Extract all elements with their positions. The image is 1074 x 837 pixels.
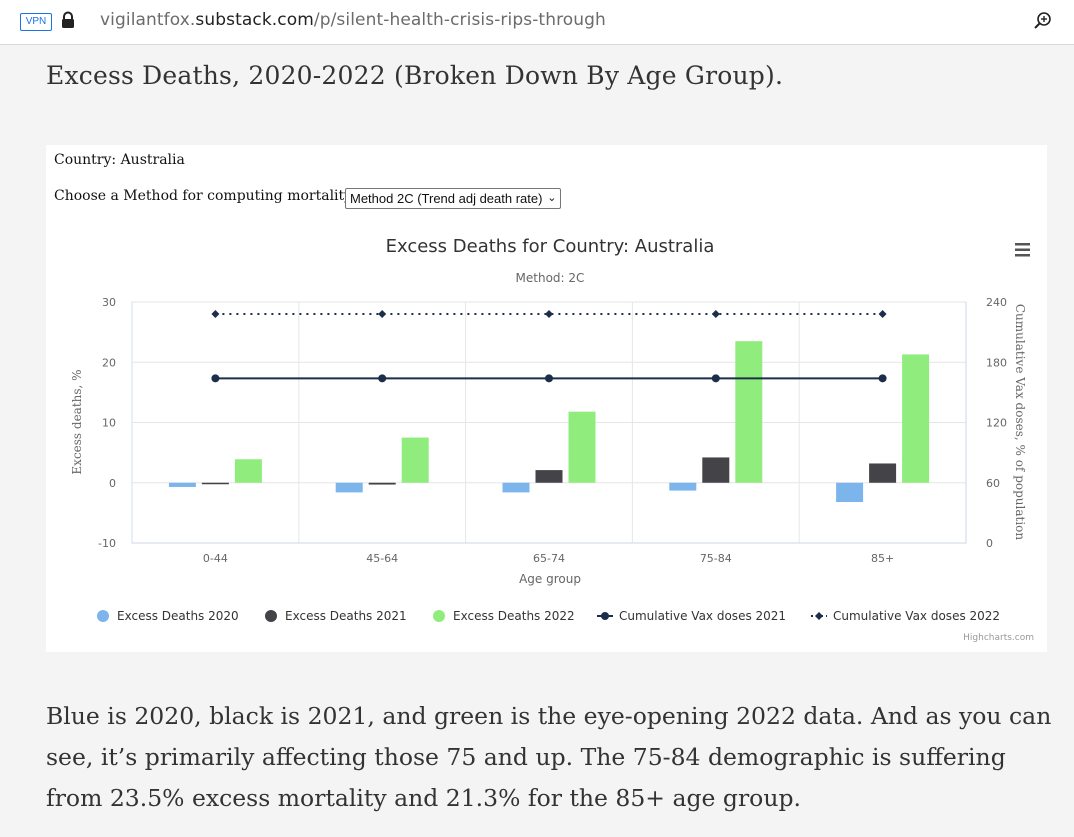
y-tick-label: 0 — [109, 477, 116, 490]
country-label: Country: Australia — [54, 152, 185, 168]
y2-tick-label: 60 — [986, 477, 1000, 490]
point-cumulative-vax-doses-2021 — [545, 374, 553, 383]
legend-symbol — [433, 610, 445, 622]
point-cumulative-vax-doses-2021 — [211, 374, 220, 383]
x-axis-title: Age group — [519, 572, 581, 586]
chart-grid — [131, 301, 967, 544]
vpn-badge[interactable]: VPN — [20, 13, 52, 31]
legend-symbol — [601, 612, 609, 620]
chart-subtitle: Method: 2C — [516, 271, 585, 285]
legend-label: Excess Deaths 2021 — [285, 609, 407, 623]
bar-excess-deaths-2021 — [869, 463, 897, 483]
method-select[interactable]: Method 2C (Trend adj death rate) ⌄ — [345, 188, 562, 209]
article-heading: Excess Deaths, 2020-2022 (Broken Down By… — [46, 61, 784, 90]
y-tick-label: 30 — [102, 296, 116, 309]
bar-excess-deaths-2022 — [234, 459, 262, 483]
chart-title: Excess Deaths for Country: Australia — [386, 236, 715, 257]
bar-excess-deaths-2022 — [902, 354, 930, 483]
x-tick-label: 45-64 — [366, 552, 398, 565]
zoom-in-icon[interactable] — [1033, 11, 1053, 31]
chart-legend: Excess Deaths 2020 Excess Deaths 2021 Exce… — [97, 609, 1000, 623]
chart-lines — [211, 310, 887, 383]
x-tick-label: 85+ — [871, 552, 894, 565]
bar-excess-deaths-2020 — [502, 482, 530, 493]
point-cumulative-vax-doses-2021 — [711, 374, 720, 383]
bar-excess-deaths-2021 — [702, 457, 730, 483]
legend-item[interactable]: Cumulative Vax doses 2021 — [597, 609, 786, 623]
y-axis-title: Excess deaths, % — [70, 369, 84, 474]
x-tick-label: 0-44 — [203, 552, 228, 565]
point-cumulative-vax-doses-2021 — [378, 374, 387, 383]
method-label: Choose a Method for computing mortality: — [54, 188, 357, 204]
legend-symbol — [815, 612, 823, 620]
legend-label: Excess Deaths 2020 — [117, 609, 239, 623]
point-cumulative-vax-doses-2022 — [878, 310, 887, 319]
bar-excess-deaths-2022 — [568, 411, 596, 483]
legend-label: Cumulative Vax doses 2021 — [619, 609, 786, 623]
y-tick-label: -10 — [98, 537, 116, 550]
x-tick-label: 65-74 — [533, 552, 565, 565]
y2-tick-label: 120 — [986, 417, 1007, 430]
bar-excess-deaths-2020 — [669, 482, 697, 491]
legend-symbol — [265, 610, 277, 622]
chart-bars — [168, 341, 930, 503]
y2-tick-label: 240 — [986, 296, 1007, 309]
point-cumulative-vax-doses-2021 — [878, 374, 887, 383]
y-tick-label: 20 — [102, 356, 116, 369]
lock-icon — [62, 11, 74, 28]
chevron-down-icon: ⌄ — [547, 192, 557, 204]
point-cumulative-vax-doses-2022 — [378, 310, 387, 319]
point-cumulative-vax-doses-2022 — [545, 310, 553, 319]
bar-excess-deaths-2022 — [401, 437, 429, 483]
chart-menu-icon[interactable] — [1015, 243, 1030, 257]
bar-excess-deaths-2020 — [836, 482, 864, 503]
y2-axis-title: Cumulative Vax doses, % of population — [1013, 304, 1027, 541]
legend-item[interactable]: Excess Deaths 2021 — [265, 609, 407, 623]
bar-excess-deaths-2020 — [168, 482, 196, 487]
legend-item[interactable]: Cumulative Vax doses 2022 — [811, 609, 1000, 623]
browser-url-bar: VPN vigilantfox.substack.com/p/silent-he… — [0, 0, 1074, 45]
legend-label: Excess Deaths 2022 — [453, 609, 575, 623]
point-cumulative-vax-doses-2022 — [211, 310, 220, 319]
legend-item[interactable]: Excess Deaths 2022 — [433, 609, 575, 623]
legend-symbol — [97, 610, 109, 622]
bar-excess-deaths-2021 — [368, 482, 396, 485]
y-tick-label: 10 — [102, 417, 116, 430]
credits-link[interactable]: Highcharts.com — [963, 633, 1034, 643]
point-cumulative-vax-doses-2022 — [711, 310, 720, 319]
chart-panel: Country: Australia Choose a Method for c… — [46, 145, 1047, 652]
y2-tick-label: 0 — [986, 537, 993, 550]
bar-excess-deaths-2021 — [201, 482, 229, 485]
article-paragraph: Blue is 2020, black is 2021, and green i… — [46, 702, 1052, 812]
excess-deaths-chart: Excess Deaths for Country: Australia Met… — [70, 236, 1034, 643]
legend-label: Cumulative Vax doses 2022 — [833, 609, 1000, 623]
bar-excess-deaths-2020 — [335, 482, 363, 493]
y2-tick-label: 180 — [986, 356, 1007, 369]
bar-excess-deaths-2022 — [735, 341, 763, 483]
address-url[interactable]: vigilantfox.substack.com/p/silent-health… — [100, 10, 606, 30]
legend-item[interactable]: Excess Deaths 2020 — [97, 609, 239, 623]
x-tick-label: 75-84 — [700, 552, 732, 565]
bar-excess-deaths-2021 — [535, 470, 563, 483]
chart-axes: -10 0 10 20 30 0 60 120 180 240 0-44 45-64 65-74 75-8… — [98, 296, 1007, 565]
